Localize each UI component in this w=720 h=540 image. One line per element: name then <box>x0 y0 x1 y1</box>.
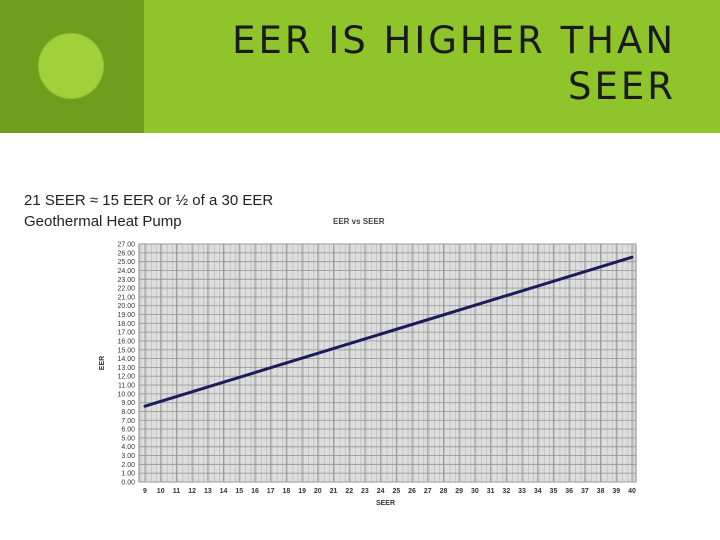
x-tick-label: 16 <box>251 488 259 495</box>
x-tick-label: 39 <box>612 488 620 495</box>
slide-title-line-2: SEER <box>568 65 676 108</box>
y-tick-label: 27.00 <box>117 242 135 249</box>
x-tick-label: 27 <box>424 488 432 495</box>
y-tick-label: 16.00 <box>117 338 135 345</box>
y-tick-label: 21.00 <box>117 294 135 301</box>
y-tick-label: 17.00 <box>117 330 135 337</box>
y-tick-label: 4.00 <box>121 444 135 451</box>
x-tick-label: 10 <box>157 488 165 495</box>
x-tick-label: 33 <box>518 488 526 495</box>
x-tick-label: 34 <box>534 488 542 495</box>
y-tick-label: 23.00 <box>117 277 135 284</box>
x-tick-label: 14 <box>220 488 228 495</box>
y-tick-label: 20.00 <box>117 303 135 310</box>
x-tick-label: 11 <box>173 488 181 495</box>
x-tick-label: 20 <box>314 488 322 495</box>
y-tick-label: 26.00 <box>117 250 135 257</box>
y-tick-label: 2.00 <box>121 462 135 469</box>
x-tick-label: 21 <box>330 488 338 495</box>
series-line <box>143 255 634 408</box>
y-tick-label: 3.00 <box>121 453 135 460</box>
x-tick-label: 36 <box>565 488 573 495</box>
y-tick-label: 1.00 <box>121 471 135 478</box>
y-tick-label: 18.00 <box>117 321 135 328</box>
y-tick-label: 13.00 <box>117 365 135 372</box>
y-tick-label: 19.00 <box>117 312 135 319</box>
x-tick-label: 38 <box>597 488 605 495</box>
caption-line-2: Geothermal Heat Pump <box>24 213 182 230</box>
y-axis-label: EER <box>99 356 106 370</box>
y-tick-label: 0.00 <box>121 480 135 487</box>
decorative-circle <box>38 33 104 99</box>
y-tick-label: 24.00 <box>117 268 135 275</box>
y-tick-label: 9.00 <box>121 400 135 407</box>
x-tick-label: 26 <box>408 488 416 495</box>
x-tick-label: 32 <box>502 488 510 495</box>
x-tick-label: 31 <box>487 488 495 495</box>
y-tick-label: 12.00 <box>117 374 135 381</box>
x-tick-label: 18 <box>282 488 290 495</box>
y-tick-label: 11.00 <box>118 383 135 390</box>
x-axis-label: SEER <box>376 500 395 507</box>
x-tick-label: 40 <box>628 488 636 495</box>
x-tick-label: 22 <box>345 488 353 495</box>
y-tick-label: 15.00 <box>117 347 135 354</box>
x-tick-label: 15 <box>235 488 243 495</box>
x-tick-label: 29 <box>455 488 463 495</box>
y-tick-label: 5.00 <box>121 435 135 442</box>
x-tick-label: 30 <box>471 488 479 495</box>
y-tick-label: 7.00 <box>121 418 135 425</box>
x-tick-label: 35 <box>550 488 558 495</box>
y-tick-label: 25.00 <box>117 259 135 266</box>
y-tick-label: 14.00 <box>117 356 135 363</box>
x-tick-label: 24 <box>377 488 385 495</box>
y-tick-label: 22.00 <box>117 286 135 293</box>
x-tick-label: 13 <box>204 488 212 495</box>
y-tick-label: 8.00 <box>121 409 135 416</box>
y-tick-label: 6.00 <box>121 427 135 434</box>
x-tick-label: 12 <box>188 488 196 495</box>
header-band-right <box>144 0 720 133</box>
slide-title: EER IS HIGHER THAN SEER <box>156 18 676 110</box>
slide-title-line-1: EER IS HIGHER THAN <box>232 19 676 62</box>
x-tick-label: 25 <box>392 488 400 495</box>
x-tick-label: 19 <box>298 488 306 495</box>
x-tick-label: 9 <box>143 488 147 495</box>
caption-line-1: 21 SEER ≈ 15 EER or ½ of a 30 EER <box>24 192 274 209</box>
x-tick-label: 37 <box>581 488 589 495</box>
y-tick-label: 10.00 <box>117 391 135 398</box>
slide-caption: 21 SEER ≈ 15 EER or ½ of a 30 EER Geothe… <box>24 190 314 232</box>
x-tick-label: 17 <box>267 488 275 495</box>
x-tick-label: 23 <box>361 488 369 495</box>
chart-title: EER vs SEER <box>333 217 385 226</box>
x-tick-label: 28 <box>440 488 448 495</box>
